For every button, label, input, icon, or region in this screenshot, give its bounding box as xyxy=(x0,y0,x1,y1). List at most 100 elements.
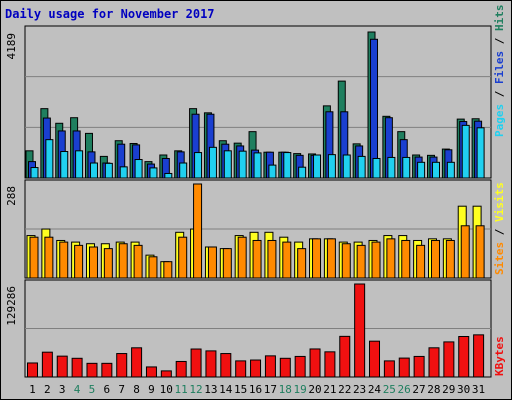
day-label: 28 xyxy=(427,383,440,396)
day-label: 20 xyxy=(308,383,321,396)
kbytes-bar xyxy=(383,360,395,378)
hits-legend: Pages / Files / Hits xyxy=(493,5,506,138)
kbytes-bar xyxy=(443,341,455,378)
kbytes-max-label: 129286 xyxy=(5,286,18,326)
sites-bar xyxy=(282,241,292,279)
pages-bar xyxy=(387,156,396,179)
kbytes-bar xyxy=(116,353,128,378)
hits-max-label: 4189 xyxy=(5,33,18,60)
day-label: 31 xyxy=(472,383,485,396)
pages-bar xyxy=(149,167,158,179)
day-label: 25 xyxy=(383,383,396,396)
sites-bar xyxy=(222,248,232,279)
kbytes-bar xyxy=(264,355,276,378)
kbytes-bar xyxy=(324,351,336,378)
kbytes-bar xyxy=(131,347,143,378)
pages-bar xyxy=(223,150,232,179)
visits-legend-part: Visits xyxy=(493,182,506,222)
kbytes-bar xyxy=(250,359,262,378)
sites-bar xyxy=(267,239,277,279)
kbytes-bar xyxy=(294,355,306,378)
sites-bar xyxy=(341,243,351,279)
sites-bar xyxy=(88,246,98,279)
sites-bar xyxy=(445,239,455,279)
pages-bar xyxy=(342,154,351,179)
day-label: 3 xyxy=(59,383,66,396)
kbytes-bar xyxy=(190,348,202,378)
sites-bar xyxy=(401,239,411,279)
kbytes-bar xyxy=(428,347,440,378)
sites-bar xyxy=(416,244,426,279)
kbytes-bar xyxy=(354,283,366,378)
kbytes-bar xyxy=(458,336,470,378)
day-label: 13 xyxy=(204,383,217,396)
pages-bar xyxy=(476,127,485,179)
pages-bar xyxy=(238,150,247,179)
sites-bar xyxy=(237,236,247,279)
pages-bar xyxy=(208,146,217,179)
day-label: 22 xyxy=(338,383,351,396)
kbytes-legend: KBytes xyxy=(493,336,506,376)
visits-legend: Sites / Visits xyxy=(493,182,506,275)
kbytes-bar xyxy=(413,355,425,378)
pages-bar xyxy=(417,161,426,179)
kbytes-bar xyxy=(205,350,217,378)
day-label: 21 xyxy=(323,383,336,396)
pages-bar xyxy=(60,151,69,179)
kbytes-bar xyxy=(160,370,172,378)
hits-legend-part: Files xyxy=(493,51,506,84)
pages-bar xyxy=(357,155,366,179)
pages-bar xyxy=(134,159,143,179)
pages-bar xyxy=(45,139,54,179)
kbytes-bar xyxy=(56,355,68,378)
sites-bar xyxy=(163,261,173,279)
sites-bar xyxy=(356,244,366,279)
kbytes-bar xyxy=(27,362,38,378)
day-label: 14 xyxy=(219,383,233,396)
kbytes-bar xyxy=(369,340,381,378)
pages-bar xyxy=(75,150,84,179)
sites-bar xyxy=(74,244,84,279)
sites-bar xyxy=(133,244,143,279)
day-label: 9 xyxy=(148,383,155,396)
pages-bar xyxy=(119,166,128,179)
hits-legend-part: / xyxy=(493,31,506,51)
sites-bar xyxy=(178,236,188,279)
kbytes-bar xyxy=(145,366,157,378)
kbytes-bar xyxy=(309,348,321,378)
hits-legend-part: Pages xyxy=(493,104,506,137)
day-label: 4 xyxy=(74,383,81,396)
day-label: 19 xyxy=(293,383,306,396)
day-label: 24 xyxy=(368,383,382,396)
sites-bar xyxy=(371,241,381,279)
sites-bar xyxy=(59,241,69,279)
day-label: 5 xyxy=(89,383,96,396)
pages-bar xyxy=(104,162,113,179)
visits-max-label: 288 xyxy=(5,186,18,206)
sites-bar xyxy=(29,236,39,279)
sites-bar xyxy=(386,238,396,279)
visits-legend-part: Sites xyxy=(493,242,506,275)
pages-bar xyxy=(327,154,336,179)
day-label: 6 xyxy=(103,383,110,396)
kbytes-bar xyxy=(220,353,232,378)
pages-bar xyxy=(89,162,98,179)
day-label: 8 xyxy=(133,383,140,396)
sites-bar xyxy=(252,239,262,279)
sites-bar xyxy=(103,248,113,279)
kbytes-bar xyxy=(71,357,83,378)
hits-legend-part: / xyxy=(493,84,506,104)
day-label: 18 xyxy=(279,383,292,396)
kbytes-bar xyxy=(101,362,113,378)
day-label: 2 xyxy=(44,383,51,396)
files-bar xyxy=(370,38,379,179)
kbytes-bar xyxy=(86,362,98,378)
day-label: 1 xyxy=(29,383,36,396)
kbytes-bar xyxy=(279,357,291,378)
sites-bar xyxy=(118,243,128,279)
pages-bar xyxy=(268,164,277,179)
sites-bar xyxy=(430,239,440,279)
pages-bar xyxy=(179,162,188,179)
kbytes-bar xyxy=(235,360,247,378)
